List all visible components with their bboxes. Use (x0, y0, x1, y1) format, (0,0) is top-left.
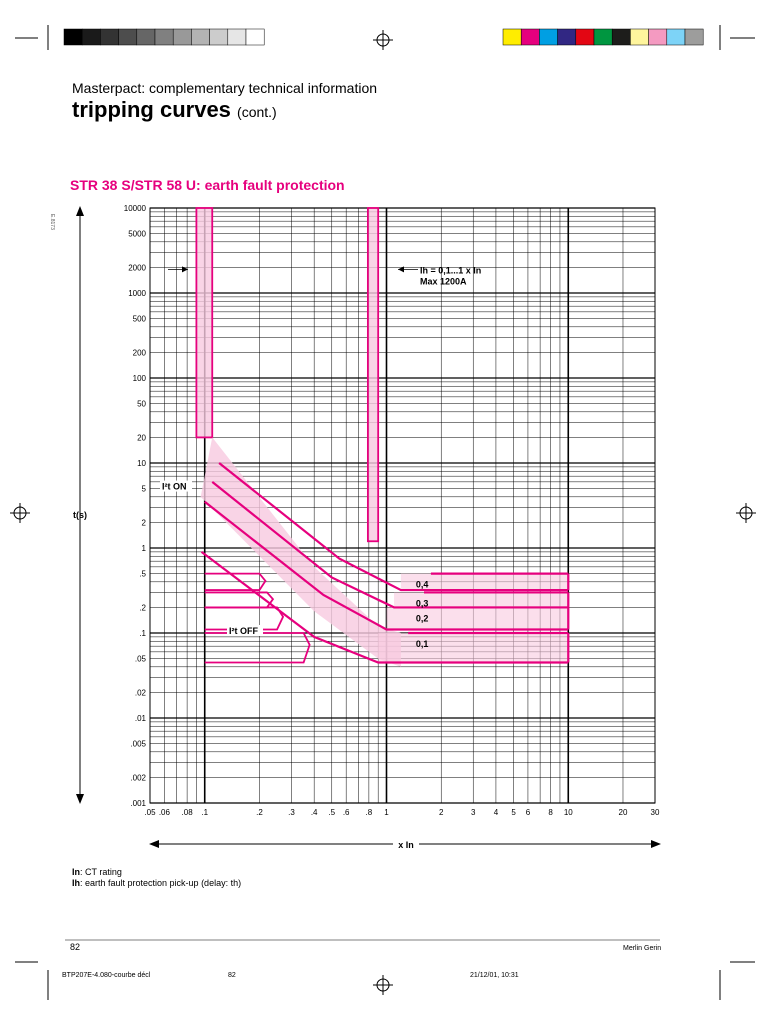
series-line (218, 462, 569, 592)
x-axis-label: x In (398, 840, 414, 850)
y-tick-label: 20 (137, 433, 146, 442)
legend-desc: : earth fault protection pick-up (delay:… (80, 878, 242, 888)
slug-page: 82 (228, 972, 236, 979)
chart-legend: In: CT rating Ih: earth fault protection… (72, 867, 241, 889)
x-tick-label: .2 (256, 808, 263, 817)
x-tick-label: 1 (384, 808, 389, 817)
curve-series: 0,1 0,2 0,3 0,4 (200, 462, 570, 664)
series-line (204, 500, 569, 631)
pickup-annotation: Ih = 0,1...1 x In (420, 265, 481, 275)
pickup-annotation: Max 1200A (420, 276, 467, 286)
x-tick-label: .05 (144, 808, 156, 817)
pickup-pointer-left-head (182, 266, 188, 273)
page-subtitle: Masterpact: complementary technical info… (72, 80, 378, 96)
x-tick-label: .3 (288, 808, 295, 817)
x-tick-label: .6 (343, 808, 350, 817)
plateau-band (378, 633, 569, 663)
legend-term: Ih (72, 878, 80, 888)
page-title-suffix: (cont.) (237, 104, 277, 120)
x-tick-label: 30 (651, 808, 660, 817)
y-tick-label: .1 (139, 629, 146, 638)
i2t-off-step (204, 591, 275, 609)
y-tick-label: .5 (139, 570, 146, 579)
x-tick-label: 4 (494, 808, 499, 817)
x-tick-label: 3 (471, 808, 476, 817)
y-tick-label: 5000 (128, 230, 146, 239)
plateau-band (400, 573, 569, 591)
x-tick-label: .08 (182, 808, 194, 817)
i2t-off-step (204, 572, 267, 591)
slug-filename: BTP207E-4.080-courbe décl (62, 972, 151, 979)
y-tick-label: 5 (142, 485, 147, 494)
page-number: 82 (70, 942, 81, 952)
i2t-on-label: I²t ON (162, 482, 187, 492)
y-tick-label: 100 (133, 374, 147, 383)
x-tick-label: .1 (201, 808, 208, 817)
x-tick-label: 2 (439, 808, 444, 817)
pickup-band (195, 207, 214, 439)
page-title-main: tripping curves (72, 97, 231, 122)
y-tick-label: 500 (133, 315, 147, 324)
y-tick-label: .001 (130, 799, 146, 808)
y-tick-label: 10000 (124, 204, 147, 213)
legend-row-in: In: CT rating (72, 867, 241, 878)
series-label: 0,2 (416, 613, 429, 623)
y-tick-label: .002 (130, 773, 146, 782)
series-label: 0,1 (416, 639, 429, 649)
x-tick-label: 20 (619, 808, 628, 817)
x-axis-label-bg (393, 838, 419, 850)
i2t-off-step (204, 632, 311, 664)
axis-ticks: .05.06.08.1.2.3.4.5.6.8 1 2 3 4 5 6 8 10 20 30.001… (124, 204, 660, 817)
x-tick-label: 10 (564, 808, 573, 817)
series-label: 0,4 (416, 580, 429, 590)
y-tick-label: 10 (137, 459, 146, 468)
y-tick-label: .02 (135, 688, 147, 697)
pickup-pointer-head (398, 266, 404, 273)
x-tick-label: 6 (526, 808, 531, 817)
x-tick-label: .5 (328, 808, 335, 817)
y-tick-label: .05 (135, 655, 147, 664)
x-tick-label: .8 (366, 808, 373, 817)
y-tick-label: 200 (133, 348, 147, 357)
plateau-band (386, 607, 569, 630)
y-tick-label: .005 (130, 740, 146, 749)
y-tick-label: .01 (135, 714, 147, 723)
y-tick-label: .2 (139, 603, 146, 612)
plateau-band (394, 592, 569, 608)
pickup-band (366, 207, 380, 543)
color-swatch (684, 28, 704, 46)
legend-desc: : CT rating (80, 867, 122, 877)
x-tick-label: .06 (159, 808, 171, 817)
brand-name: Merlin Gerin (623, 945, 662, 952)
y-tick-label: 50 (137, 400, 146, 409)
gray-swatch (245, 28, 265, 46)
y-tick-label: 1 (142, 544, 147, 553)
series-line (211, 480, 569, 609)
legend-row-ih: Ih: earth fault protection pick-up (dela… (72, 878, 241, 889)
page-title: tripping curves (cont.) (72, 98, 277, 124)
slug-date: 21/12/01, 10:31 (470, 972, 519, 979)
x-tick-label: 8 (548, 808, 553, 817)
i2t-off-label: I²t OFF (229, 626, 258, 636)
series-line (200, 551, 569, 664)
y-tick-label: 2000 (128, 263, 146, 272)
y-axis-label: t(s) (73, 510, 87, 520)
plot-frame (149, 207, 656, 804)
series-label: 0,3 (416, 598, 429, 608)
i2t-on-label-bg (160, 480, 192, 492)
i2t-off-label-bg (227, 625, 263, 636)
y-tick-label: 2 (142, 518, 147, 527)
x-tick-label: .4 (311, 808, 318, 817)
section-title: STR 38 S/STR 58 U: earth fault protectio… (70, 177, 345, 193)
x-tick-label: 5 (511, 808, 516, 817)
y-tick-label: 1000 (128, 289, 146, 298)
legend-term: In (72, 867, 80, 877)
